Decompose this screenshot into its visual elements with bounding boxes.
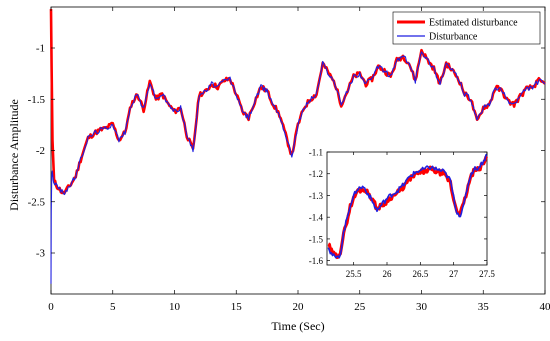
main-y-tick-label: -1.5: [28, 94, 46, 106]
main-x-ticks: 0 5 10 15 20 25 30 35 40: [48, 7, 550, 313]
inset-x-tick-label: 27: [449, 269, 459, 279]
y-axis-label: Disturbance Amplitude: [7, 99, 21, 211]
main-x-tick-label: 15: [231, 301, 243, 313]
main-x-tick-label: 20: [293, 301, 305, 313]
main-series-disturbance-line: [50, 51, 546, 284]
main-x-tick-label: 35: [478, 301, 490, 313]
legend-label-disturbance: Disturbance: [429, 32, 478, 43]
inset-y-tick-label: -1.6: [309, 256, 324, 266]
main-series-layer: [49, 9, 546, 284]
inset-x-ticks: 25.5 26 26.5 27 27.5: [346, 152, 495, 279]
main-x-tick-label: 5: [110, 301, 116, 313]
legend: Estimated disturbance Disturbance: [392, 11, 541, 45]
inset-y-tick-label: -1.2: [309, 169, 323, 179]
main-y-tick-label: -1: [36, 43, 45, 55]
main-y-tick-label: -3: [36, 248, 46, 260]
main-plot: 0 5 10 15 20 25 30 35 40 -3 -2.5 -2 -1.5 -1 Time (Se…: [7, 6, 550, 333]
main-y-tick-label: -2.5: [28, 196, 46, 208]
inset-y-tick-label: -1.1: [309, 148, 323, 158]
inset-x-tick-label: 26: [383, 269, 393, 279]
inset-y-ticks: -1.6 -1.5 -1.4 -1.3 -1.2 -1.1: [309, 148, 487, 266]
legend-label-estimated: Estimated disturbance: [429, 18, 518, 29]
inset-x-tick-label: 27.5: [479, 269, 495, 279]
x-axis-label: Time (Sec): [271, 319, 324, 333]
main-x-tick-label: 40: [540, 301, 550, 313]
inset-y-tick-label: -1.4: [309, 213, 324, 223]
inset-series-estimated-disturbance-line: [327, 155, 488, 260]
main-x-tick-label: 0: [48, 301, 54, 313]
inset-series-layer: [327, 153, 488, 260]
main-y-tick-label: -2: [36, 145, 45, 157]
inset-x-tick-label: 26.5: [412, 269, 428, 279]
inset-x-tick-label: 25.5: [346, 269, 362, 279]
main-y-ticks: -3 -2.5 -2 -1.5 -1: [28, 43, 545, 260]
legend-box: [392, 11, 541, 45]
inset-plot: 25.5 26 26.5 27 27.5 -1.6-1.5-1.4-1.3-1.2-1.…: [309, 148, 496, 280]
main-x-tick-label: 30: [416, 301, 428, 313]
inset-series-disturbance-line: [327, 153, 488, 259]
main-x-tick-label: 10: [169, 301, 181, 313]
inset-y-tick-label: -1.5: [309, 234, 324, 244]
inset-y-tick-label: -1.3: [309, 191, 324, 201]
main-x-tick-label: 25: [354, 301, 366, 313]
